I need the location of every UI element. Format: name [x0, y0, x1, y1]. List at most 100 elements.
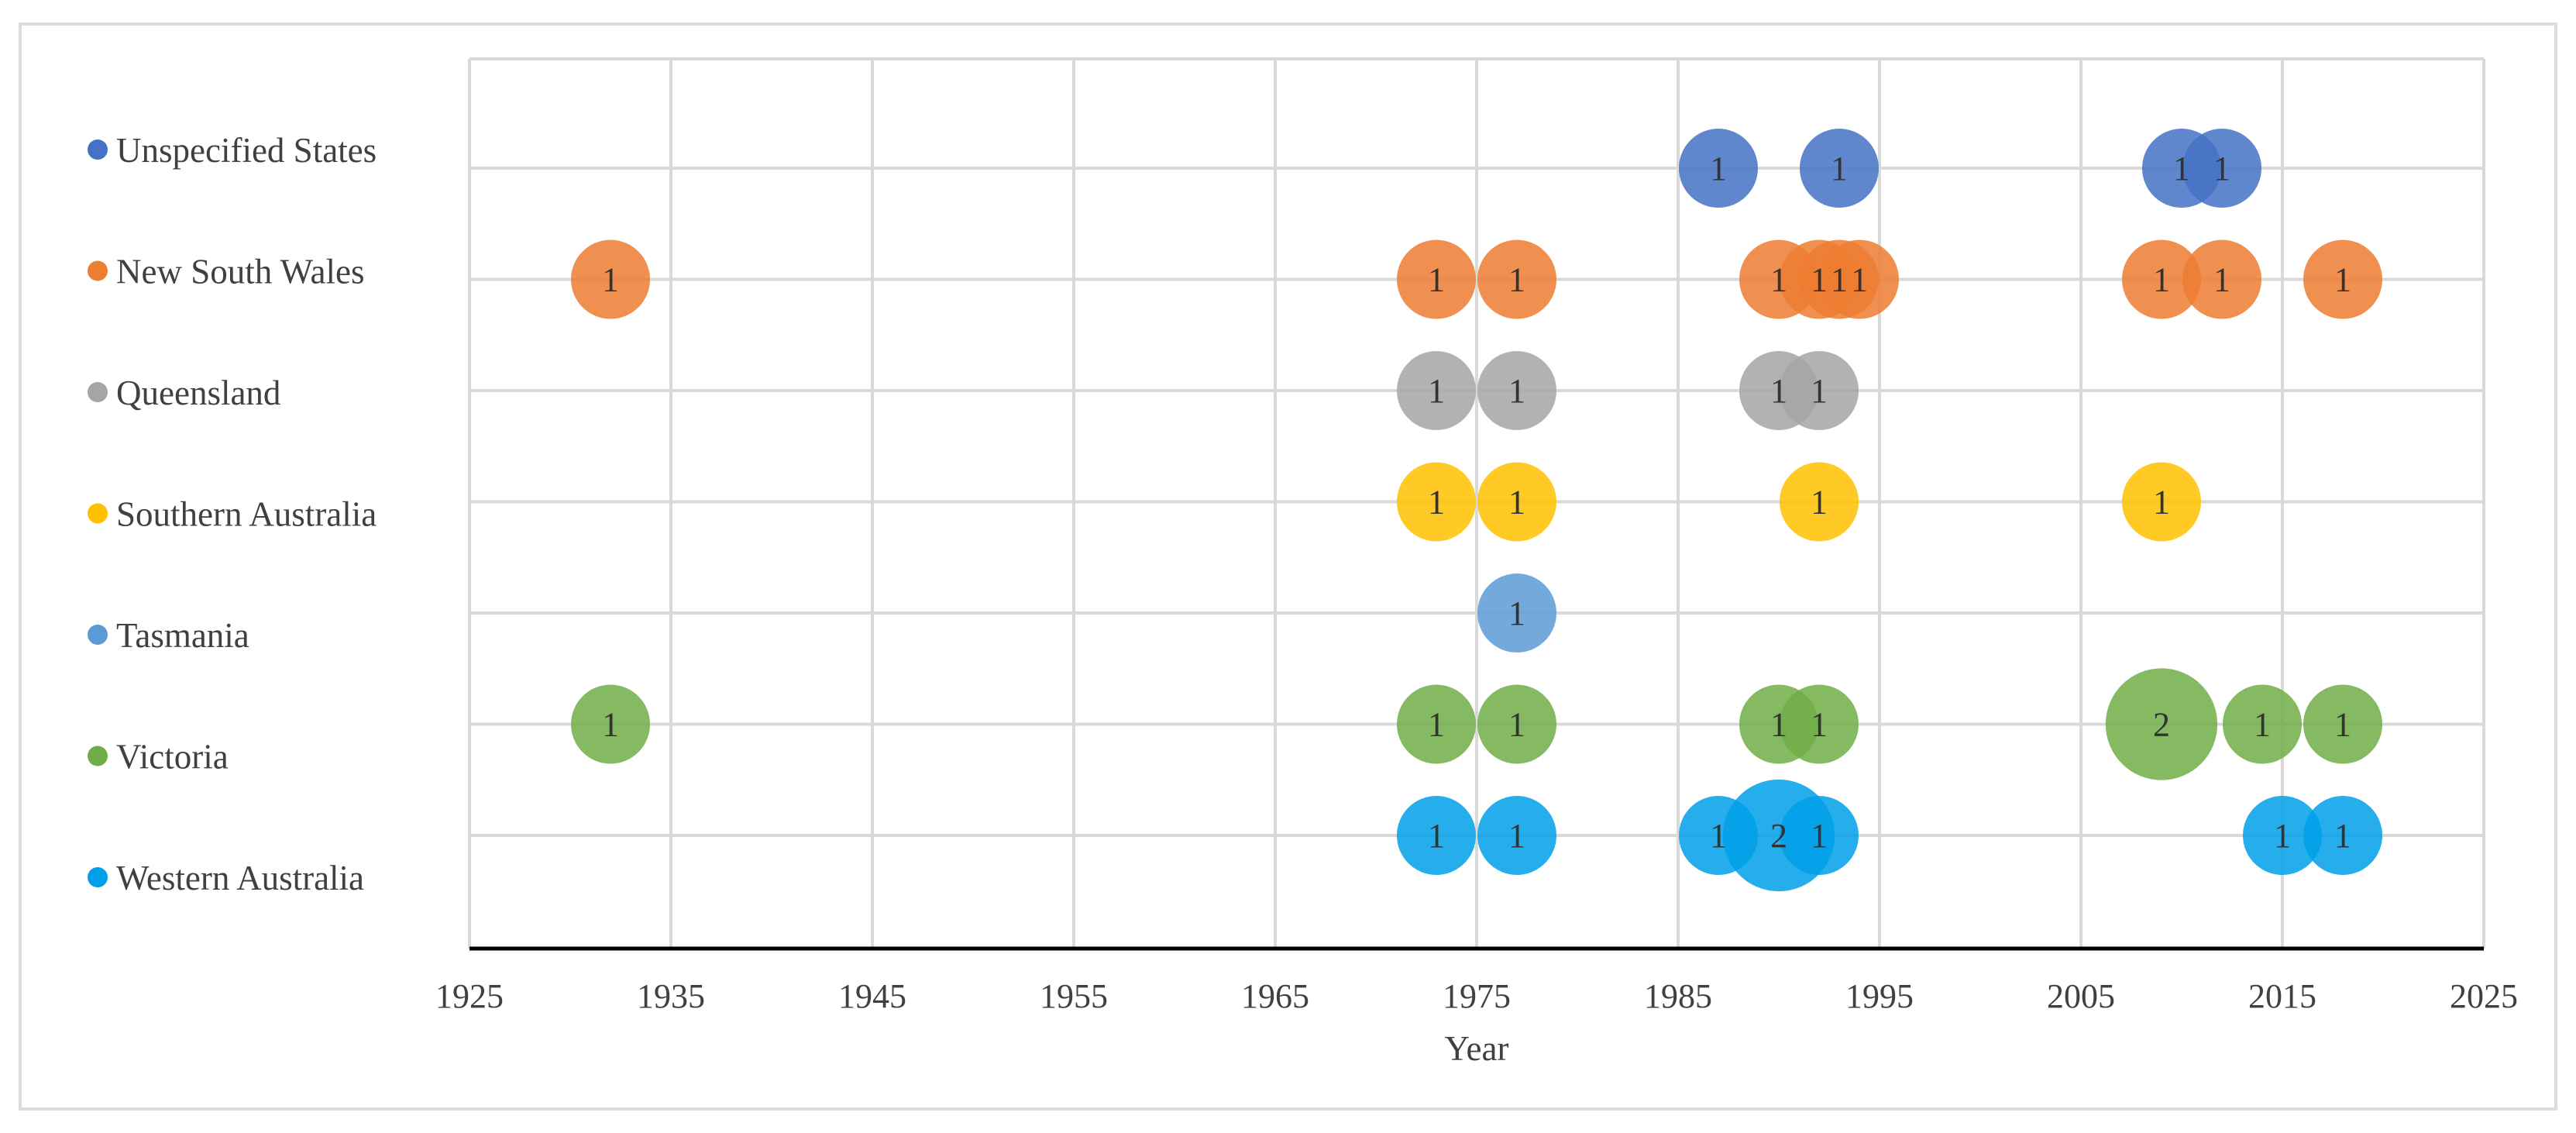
bubble-label: 1	[2254, 706, 2271, 744]
x-tick-label: 1955	[1040, 977, 1108, 1015]
bubble-label: 1	[2153, 261, 2170, 299]
legend: Unspecified States New South Wales Queensl…	[88, 131, 377, 897]
series-tasmania: 1	[1477, 573, 1556, 653]
bubble-label: 1	[2274, 817, 2291, 855]
legend-label: Queensland	[116, 374, 280, 412]
bubble[interactable]	[1780, 796, 1859, 875]
x-tick-label: 1935	[637, 977, 705, 1015]
bubble[interactable]	[1477, 796, 1556, 875]
bubble[interactable]	[571, 684, 650, 764]
bubble[interactable]	[1397, 462, 1476, 542]
bubble-label: 1	[1428, 261, 1445, 299]
bubble-label: 1	[1508, 372, 1525, 410]
bubble[interactable]	[1780, 462, 1859, 542]
bubble[interactable]	[1800, 129, 1879, 208]
legend-item-new-south-wales[interactable]: New South Wales	[88, 253, 365, 291]
legend-item-queensland[interactable]: Queensland	[88, 374, 280, 412]
bubble-label: 1	[1811, 817, 1828, 855]
chart-frame	[19, 22, 2557, 1111]
bubble[interactable]	[1477, 573, 1556, 653]
bubble-label: 1	[1710, 150, 1727, 188]
bubble-label: 1	[1428, 817, 1445, 855]
bubble[interactable]	[1397, 239, 1476, 319]
bubble-label: 1	[1428, 706, 1445, 744]
legend-item-tasmania[interactable]: Tasmania	[88, 616, 249, 655]
bubble-label: 1	[1508, 706, 1525, 744]
legend-item-southern-australia[interactable]: Southern Australia	[88, 495, 377, 534]
bubble-label: 1	[1831, 150, 1848, 188]
bubble-label: 1	[1508, 594, 1525, 632]
bubble-label: 1	[2334, 706, 2351, 744]
bubble-label: 1	[1851, 261, 1868, 299]
bubble[interactable]	[2303, 684, 2382, 764]
bubble-label: 1	[1811, 706, 1828, 744]
x-axis: 1925 1935 1945 1955 1965 1975 1985 1995 2005 2015…	[435, 946, 2518, 1015]
bubble-label: 1	[2173, 150, 2190, 188]
bubble[interactable]	[1477, 239, 1556, 319]
bubble-label: 1	[602, 706, 619, 744]
bubble-label: 1	[602, 261, 619, 299]
bubble-label: 1	[1428, 372, 1445, 410]
bubbles: 1 1 1 11 1 1 1 1 1 1 1 1 11 1 1 11 1 1 111 1 1 1 1 2 1 11 1 1 2 1 1 1	[571, 129, 2382, 892]
legend-marker	[88, 382, 108, 402]
bubble-label: 2	[2153, 706, 2170, 744]
bubble-label: 1	[1770, 261, 1787, 299]
bubble[interactable]	[1477, 684, 1556, 764]
bubble-label: 1	[2213, 150, 2230, 188]
bubble-label: 1	[2334, 261, 2351, 299]
bubble-label: 1	[1770, 372, 1787, 410]
x-tick-label: 1925	[435, 977, 504, 1015]
bubble-label: 1	[2153, 484, 2170, 522]
bubble[interactable]	[571, 239, 650, 319]
legend-marker	[88, 260, 108, 281]
bubble-label: 1	[2213, 261, 2230, 299]
x-tick-label: 2005	[2047, 977, 2115, 1015]
bubble-label: 1	[1811, 484, 1828, 522]
bubble-label: 1	[1770, 706, 1787, 744]
bubble-label: 1	[1508, 261, 1525, 299]
bubble-label: 1	[1508, 484, 1525, 522]
legend-marker	[88, 139, 108, 160]
bubble[interactable]	[1397, 796, 1476, 875]
bubble[interactable]	[1477, 462, 1556, 542]
bubble-label: 1	[1811, 372, 1828, 410]
legend-marker	[88, 625, 108, 645]
bubble-label: 2	[1770, 817, 1787, 855]
bubble-label: 1	[1710, 817, 1727, 855]
bubble[interactable]	[2105, 668, 2218, 780]
bubble[interactable]	[2122, 462, 2201, 542]
bubble[interactable]	[1820, 239, 1899, 319]
x-tick-label: 1945	[838, 977, 906, 1015]
legend-marker	[88, 746, 108, 766]
bubble[interactable]	[2122, 239, 2201, 319]
bubble[interactable]	[1397, 684, 1476, 764]
bubble[interactable]	[1397, 351, 1476, 430]
bubble[interactable]	[2223, 684, 2302, 764]
bubble-label: 1	[1508, 817, 1525, 855]
bubble[interactable]	[1780, 351, 1859, 430]
bubble[interactable]	[1679, 129, 1758, 208]
x-tick-label: 2015	[2248, 977, 2316, 1015]
bubble[interactable]	[2303, 796, 2382, 875]
legend-item-victoria[interactable]: Victoria	[88, 738, 229, 777]
legend-label: New South Wales	[116, 253, 365, 291]
x-tick-label: 1985	[1644, 977, 1712, 1015]
bubble[interactable]	[2243, 796, 2322, 875]
bubble-label: 1	[1811, 261, 1828, 299]
legend-label: Unspecified States	[116, 131, 377, 170]
bubble-label: 1	[2334, 817, 2351, 855]
bubble[interactable]	[1477, 351, 1556, 430]
bubble[interactable]	[1780, 684, 1859, 764]
legend-item-unspecified-states[interactable]: Unspecified States	[88, 131, 377, 170]
bubble[interactable]	[2182, 239, 2261, 319]
bubble[interactable]	[2182, 129, 2261, 208]
legend-item-western-australia[interactable]: Western Australia	[88, 859, 364, 897]
bubble[interactable]	[2303, 239, 2382, 319]
grid	[468, 57, 2485, 949]
